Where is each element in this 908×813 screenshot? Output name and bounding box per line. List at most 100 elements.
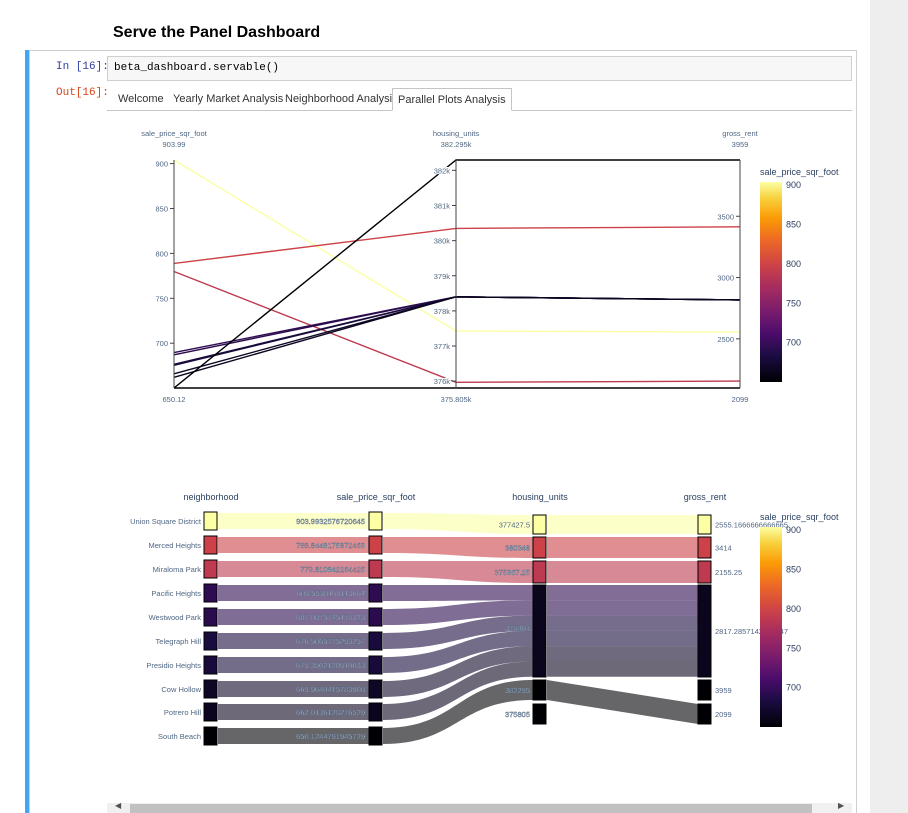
tick-label: 800 [155,249,168,258]
tick-label: 381k [434,201,451,210]
parallel-coordinates-chart[interactable]: sale_price_sqr_foot 903.99 650.12 900 850 800… [141,129,839,404]
dashboard-tabs: Welcome Yearly Market Analysis Neighborh… [107,88,852,111]
category-block [203,535,218,555]
ribbon-price-to-units [383,561,533,583]
colorbar-tick: 900 [786,180,801,190]
axis-title: housing_units [433,129,480,138]
category-block [697,514,712,535]
ribbon-neighborhood-to-price [218,728,369,744]
ribbon-price-to-units [383,600,533,625]
category-block [532,560,547,584]
ribbon-units-to-rent [547,600,698,616]
axis-max-label: 903.99 [163,140,186,149]
category-label: 2099 [715,710,732,719]
dimension-title: neighborhood [183,492,238,502]
parallel-categories-chart[interactable]: neighborhood sale_price_sqr_foot housing_u… [130,492,839,746]
category-block [532,536,547,559]
category-label: 2155.25 [715,568,742,577]
category-label: South Beach [158,732,201,741]
ribbon-price-to-units [383,646,533,697]
colorbar-title: sale_price_sqr_foot [760,167,839,177]
category-block [368,702,383,722]
colorbar-tick: 800 [786,604,801,614]
dimension-title: housing_units [512,492,568,502]
category-label: 382295 [505,686,530,695]
tab-neighborhood-analysis[interactable]: Neighborhood Analysis [285,93,398,105]
scroll-left-icon[interactable]: ◀ [115,801,122,810]
tick-label: 376k [434,377,451,386]
axis-title: gross_rent [722,129,758,138]
tick-label: 379k [434,272,451,281]
category-label: Telegraph Hill [156,637,202,646]
category-label: 377427.5 [499,521,530,530]
dimension-title: sale_price_sqr_foot [337,492,416,502]
ribbon-neighborhood-to-price [218,657,369,673]
category-block [368,631,383,651]
ribbon-price-to-units [383,615,533,649]
code-input[interactable]: beta_dashboard.servable() [107,56,852,81]
ribbon-neighborhood-to-price [218,609,369,625]
ribbon-price-to-units [383,680,533,744]
category-block [532,679,547,701]
axis-max-label: 382.295k [441,140,472,149]
category-block [697,703,712,725]
category-block [203,511,218,531]
axis-max-label: 3959 [732,140,749,149]
category-label: Presidio Heights [146,661,201,670]
scrollbar-thumb[interactable] [130,804,812,813]
category-label: 687.0875745178323 [296,613,365,622]
ribbon-units-to-rent [547,537,698,558]
tick-label: 378k [434,307,451,316]
tab-yearly-market-analysis[interactable]: Yearly Market Analysis [173,93,284,105]
ribbon-price-to-units [383,513,533,534]
category-label: 375967.25 [495,568,530,577]
category-block [203,607,218,627]
category-block [368,535,383,555]
category-label: 689.5558168113664 [297,589,365,598]
tick-label: 850 [155,204,168,213]
cell-selection-bar [25,50,29,813]
axis-min-label: 375.805k [441,395,472,404]
tab-parallel-plots-analysis[interactable]: Parallel Plots Analysis [392,88,512,111]
scroll-right-icon[interactable]: ▶ [838,801,845,810]
tab-welcome[interactable]: Welcome [118,93,164,105]
input-prompt: In [16]: [56,61,109,73]
ribbon-price-to-units [383,585,533,601]
category-label: 676.5065775293257 [296,637,365,646]
category-label: Potrero Hill [164,708,201,717]
category-block [697,679,712,701]
ribbon-neighborhood-to-price [218,681,369,697]
ribbon-units-to-rent [547,680,698,724]
category-label: 3959 [715,686,732,695]
ribbon-neighborhood-to-price [218,513,369,529]
category-block [368,559,383,579]
category-block [203,726,218,746]
category-label: Westwood Park [149,613,202,622]
ribbon-price-to-units [383,537,533,558]
ribbon-units-to-rent [547,615,698,631]
category-label: 375805 [505,710,530,719]
category-label: Cow Hollow [161,685,201,694]
colorbar-tick: 750 [786,298,801,308]
polyline-line [173,270,741,384]
colorbar-title: sale_price_sqr_foot [760,512,839,522]
colorbar [760,182,782,382]
colorbar-tick: 750 [786,643,801,653]
colorbar-tick: 850 [786,565,801,575]
colorbar-tick: 700 [786,683,801,693]
tick-label: 377k [434,342,451,351]
notebook-cell[interactable] [29,50,857,813]
tick-label: 3000 [717,274,734,283]
output-prompt: Out[16]: [56,87,109,99]
polyline-line [173,159,741,333]
category-block [368,726,383,746]
ribbon-neighborhood-to-price [218,585,369,601]
dimension-title: gross_rent [684,492,727,502]
ribbon-units-to-rent [547,630,698,647]
colorbar-tick: 700 [786,338,801,348]
category-label: 378401 [505,624,530,633]
category-block [697,560,712,584]
axis-title: sale_price_sqr_foot [141,129,207,138]
category-label: Union Square District [130,517,202,526]
category-block [368,511,383,531]
